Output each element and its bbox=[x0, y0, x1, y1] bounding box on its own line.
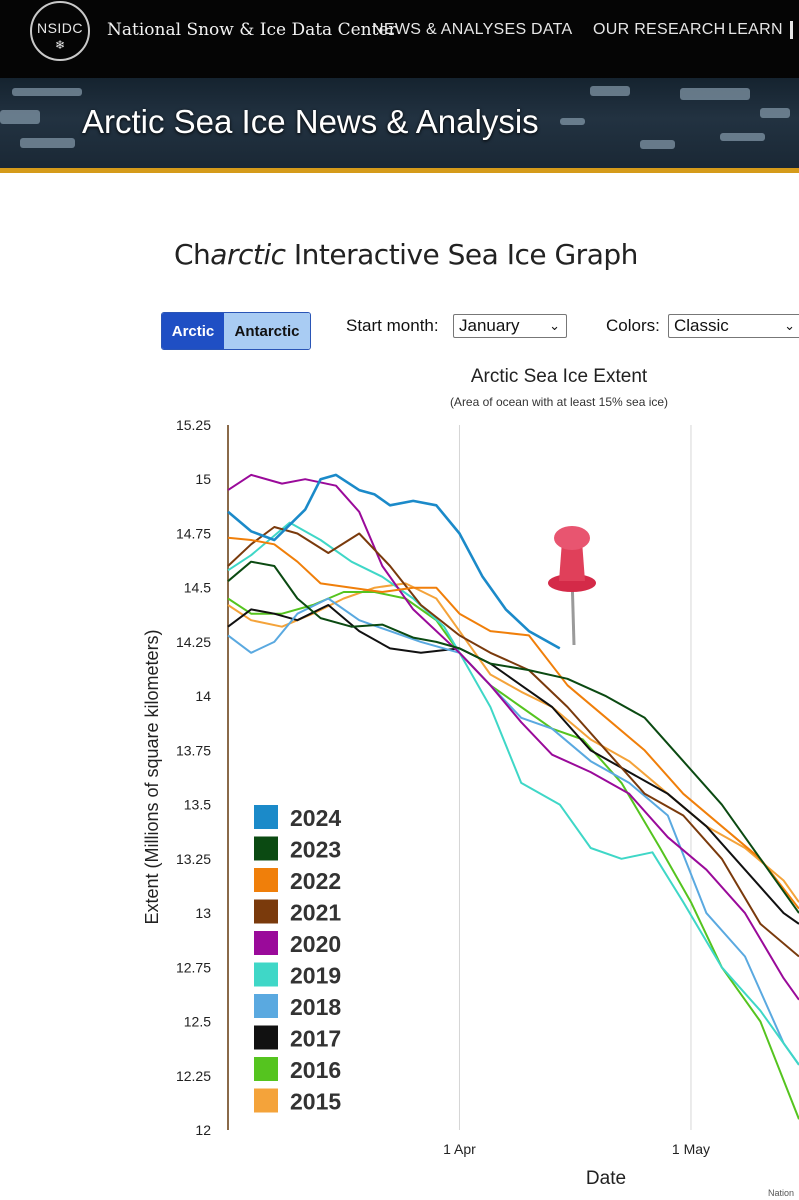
y-tick-label: 13.75 bbox=[176, 742, 211, 758]
legend-swatch-2018 bbox=[254, 994, 278, 1018]
series-lines bbox=[227, 473, 799, 1120]
y-tick-label: 15.25 bbox=[176, 417, 211, 433]
snowflake-icon: ❄ bbox=[54, 38, 66, 52]
series-line-2024 bbox=[227, 473, 561, 650]
y-tick-label: 14.25 bbox=[176, 634, 211, 650]
y-axis-ticks: 15.25 15 14.75 14.5 14.25 14 13.75 13.5 13.25 13 1… bbox=[176, 417, 211, 1138]
legend-label-2015: 2015 bbox=[290, 1089, 341, 1115]
start-month-value: January bbox=[459, 316, 520, 335]
chevron-down-icon: ⌄ bbox=[784, 318, 795, 333]
legend-label-2020: 2020 bbox=[290, 931, 341, 957]
nav-overflow-indicator bbox=[790, 21, 799, 39]
legend-swatch-2017 bbox=[254, 1025, 278, 1050]
nav-our-research[interactable]: OUR RESEARCH bbox=[593, 21, 726, 38]
y-tick-label: 15 bbox=[195, 471, 211, 487]
ice-floe bbox=[590, 86, 630, 96]
chart-subtitle: (Area of ocean with at least 15% sea ice… bbox=[450, 395, 668, 409]
legend-label-2022: 2022 bbox=[290, 868, 341, 894]
x-axis-ticks: 1 Apr 1 May bbox=[443, 1141, 710, 1157]
top-navigation: NSIDC ❄ National Snow & Ice Data Center … bbox=[0, 0, 799, 78]
title-prefix: Ch bbox=[174, 238, 211, 271]
ice-floe bbox=[760, 108, 790, 118]
legend-label-2024: 2024 bbox=[290, 805, 341, 831]
chart-grid bbox=[458, 425, 692, 1130]
ice-floe bbox=[12, 88, 82, 96]
ice-floe bbox=[560, 118, 585, 125]
banner-title: Arctic Sea Ice News & Analysis bbox=[82, 103, 539, 140]
legend-swatch-2023 bbox=[254, 836, 278, 861]
accent-bar bbox=[0, 168, 799, 173]
nav-data[interactable]: DATA bbox=[531, 21, 573, 38]
ice-floe bbox=[0, 110, 40, 124]
start-month-label: Start month: bbox=[346, 316, 439, 335]
legend-swatch-2019 bbox=[254, 962, 278, 987]
series-line-2023 bbox=[227, 560, 799, 914]
arctic-button[interactable]: Arctic bbox=[162, 313, 224, 349]
start-month-select[interactable]: January ⌄ bbox=[453, 314, 567, 338]
colors-value: Classic bbox=[674, 316, 729, 335]
x-tick-label: 1 May bbox=[672, 1141, 710, 1157]
pushpin-icon bbox=[548, 526, 596, 646]
nav-news-analyses[interactable]: NEWS & ANALYSES bbox=[372, 21, 527, 38]
nsidc-logo[interactable]: NSIDC ❄ bbox=[30, 1, 90, 61]
title-emphasis: arctic bbox=[210, 238, 286, 271]
x-axis-label: Date bbox=[586, 1168, 626, 1189]
legend-label-2019: 2019 bbox=[290, 963, 341, 989]
y-tick-label: 13.25 bbox=[176, 851, 211, 867]
legend-swatch-2024 bbox=[254, 805, 278, 829]
series-line-2022 bbox=[227, 536, 799, 910]
legend-label-2018: 2018 bbox=[290, 994, 341, 1020]
y-tick-label: 12.75 bbox=[176, 959, 211, 975]
chevron-down-icon: ⌄ bbox=[549, 318, 560, 333]
page-title: Charctic Interactive Sea Ice Graph bbox=[174, 238, 638, 271]
colors-label: Colors: bbox=[606, 316, 660, 335]
legend-swatch-2015 bbox=[254, 1088, 278, 1113]
legend-label-2023: 2023 bbox=[290, 837, 341, 863]
chart-legend: 2024 2023 2022 2021 2020 2019 2018 2017 2016 2015 bbox=[254, 805, 341, 1115]
series-line-2020 bbox=[227, 473, 799, 1001]
y-axis-label: Extent (Millions of square kilometers) bbox=[142, 629, 162, 924]
logo-text: NSIDC bbox=[36, 20, 84, 36]
legend-swatch-2022 bbox=[254, 868, 278, 892]
ice-floe bbox=[640, 140, 675, 149]
site-name[interactable]: National Snow & Ice Data Center bbox=[107, 20, 397, 40]
legend-swatch-2020 bbox=[254, 931, 278, 955]
series-line-2021 bbox=[227, 526, 799, 958]
y-tick-label: 14.75 bbox=[176, 525, 211, 541]
y-tick-label: 13 bbox=[195, 905, 211, 921]
y-tick-label: 12.25 bbox=[176, 1068, 211, 1084]
footer-credit: Nation bbox=[768, 1188, 795, 1198]
x-tick-label: 1 Apr bbox=[443, 1141, 476, 1157]
ice-floe bbox=[680, 88, 750, 100]
hemisphere-toggle: Arctic Antarctic bbox=[161, 312, 311, 350]
legend-label-2017: 2017 bbox=[290, 1026, 341, 1052]
ice-floe bbox=[20, 138, 75, 148]
antarctic-button[interactable]: Antarctic bbox=[224, 313, 310, 349]
legend-label-2021: 2021 bbox=[290, 900, 341, 926]
y-tick-label: 14 bbox=[195, 688, 211, 704]
sea-ice-extent-chart: Arctic Sea Ice Extent (Area of ocean wit… bbox=[142, 366, 799, 1189]
y-tick-label: 12 bbox=[195, 1122, 211, 1138]
y-tick-label: 14.5 bbox=[184, 580, 211, 596]
ice-floe bbox=[720, 133, 765, 141]
chart-title: Arctic Sea Ice Extent bbox=[471, 366, 648, 387]
colors-select[interactable]: Classic ⌄ bbox=[668, 314, 799, 338]
legend-swatch-2016 bbox=[254, 1057, 278, 1081]
nav-learn[interactable]: LEARN bbox=[728, 21, 783, 38]
y-tick-label: 12.5 bbox=[184, 1014, 211, 1030]
legend-label-2016: 2016 bbox=[290, 1057, 341, 1083]
y-tick-label: 13.5 bbox=[184, 797, 211, 813]
legend-swatch-2021 bbox=[254, 899, 278, 924]
page-banner: Arctic Sea Ice News & Analysis bbox=[0, 78, 799, 168]
series-line-2019 bbox=[227, 521, 799, 1066]
title-suffix: Interactive Sea Ice Graph bbox=[285, 238, 638, 271]
